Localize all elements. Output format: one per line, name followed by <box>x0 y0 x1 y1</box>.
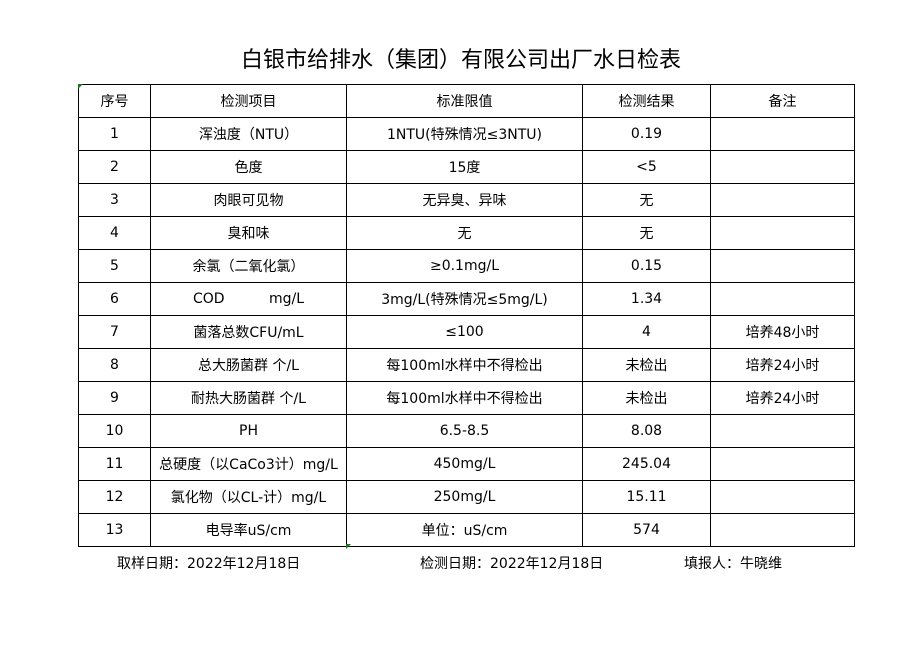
cell-remark <box>710 513 855 547</box>
cell-index: 9 <box>78 381 151 415</box>
cell-remark <box>710 282 855 316</box>
cell-remark <box>710 150 855 184</box>
cell-standard: ≤100 <box>346 315 583 349</box>
cell-index: 11 <box>78 447 151 481</box>
cell-remark <box>710 447 855 481</box>
cell-standard: 单位：uS/cm <box>346 513 583 547</box>
cell-result: 574 <box>582 513 711 547</box>
cell-item: 耐热大肠菌群 个/L <box>150 381 347 415</box>
page-title: 白银市给排水（集团）有限公司出厂水日检表 <box>240 48 681 73</box>
table-row: 5 余氯（二氧化氯） ≥0.1mg/L 0.15 <box>78 249 855 283</box>
cell-remark <box>710 480 855 514</box>
cell-index: 12 <box>78 480 151 514</box>
cell-remark <box>710 117 855 151</box>
table-header-row: 序号 检测项目 标准限值 检测结果 备注 <box>78 84 855 118</box>
cell-standard: 每100ml水样中不得检出 <box>346 348 583 382</box>
cell-index: 4 <box>78 216 151 250</box>
cell-item: 余氯（二氧化氯） <box>150 249 347 283</box>
table-row: 6 COD mg/L 3mg/L(特殊情况≤5mg/L) 1.34 <box>78 282 855 316</box>
cell-index: 3 <box>78 183 151 217</box>
cell-index: 5 <box>78 249 151 283</box>
cell-index: 2 <box>78 150 151 184</box>
cell-standard: 无 <box>346 216 583 250</box>
header-item: 检测项目 <box>150 84 347 118</box>
cell-standard: 450mg/L <box>346 447 583 481</box>
cell-item: 色度 <box>150 150 347 184</box>
cell-result: 无 <box>582 216 711 250</box>
cell-index: 6 <box>78 282 151 316</box>
cell-item: 浑浊度（NTU） <box>150 117 347 151</box>
table-row: 13 电导率uS/cm 单位：uS/cm 574 <box>78 513 855 547</box>
table-row: 4 臭和味无无 <box>78 216 855 250</box>
header-result: 检测结果 <box>582 84 711 118</box>
table-row: 10 PH 6.5-8.5 8.08 <box>78 414 855 448</box>
cell-item: PH <box>150 414 347 448</box>
cell-standard: 3mg/L(特殊情况≤5mg/L) <box>346 282 583 316</box>
cell-result: 15.11 <box>582 480 711 514</box>
cell-result: <5 <box>582 150 711 184</box>
cell-item: 总硬度（以CaCo3计）mg/L <box>150 447 347 481</box>
cell-standard: ≥0.1mg/L <box>346 249 583 283</box>
cell-index: 8 <box>78 348 151 382</box>
header-remark: 备注 <box>710 84 855 118</box>
table-row: 7 菌落总数CFU/mL ≤100 4 培养48小时 <box>78 315 855 349</box>
cell-item: 氯化物（以CL-计）mg/L <box>150 480 347 514</box>
cell-marker <box>78 84 83 89</box>
cell-result: 未检出 <box>582 381 711 415</box>
cell-standard: 1NTU(特殊情况≤3NTU) <box>346 117 583 151</box>
cell-remark <box>710 216 855 250</box>
cell-remark <box>710 183 855 217</box>
table-row: 8 总大肠菌群 个/L 每100ml水样中不得检出 未检出 培养24小时 <box>78 348 855 382</box>
cell-item: COD mg/L <box>150 282 347 316</box>
inspection-table: 序号 检测项目 标准限值 检测结果 备注 1 浑浊度（NTU） 1NTU(特殊情况≤3NTU… <box>78 84 855 547</box>
test-date: 检测日期：2022年12月18日 <box>420 556 604 572</box>
cell-result: 8.08 <box>582 414 711 448</box>
cell-result: 无 <box>582 183 711 217</box>
cell-standard: 无异臭、异味 <box>346 183 583 217</box>
reporter: 填报人：牛晓维 <box>684 556 782 572</box>
table-row: 12 氯化物（以CL-计）mg/L 250mg/L 15.11 <box>78 480 855 514</box>
cell-remark <box>710 414 855 448</box>
cell-marker <box>346 544 351 549</box>
cell-standard: 每100ml水样中不得检出 <box>346 381 583 415</box>
cell-result: 未检出 <box>582 348 711 382</box>
cell-index: 1 <box>78 117 151 151</box>
cell-index: 7 <box>78 315 151 349</box>
cell-remark: 培养24小时 <box>710 348 855 382</box>
cell-result: 0.15 <box>582 249 711 283</box>
cell-item: 电导率uS/cm <box>150 513 347 547</box>
cell-item: 总大肠菌群 个/L <box>150 348 347 382</box>
cell-index: 10 <box>78 414 151 448</box>
cell-item: 臭和味 <box>150 216 347 250</box>
cell-result: 245.04 <box>582 447 711 481</box>
sampling-date: 取样日期：2022年12月18日 <box>117 556 301 572</box>
cell-standard: 6.5-8.5 <box>346 414 583 448</box>
cell-result: 4 <box>582 315 711 349</box>
cell-remark <box>710 249 855 283</box>
cell-standard: 250mg/L <box>346 480 583 514</box>
header-index: 序号 <box>78 84 151 118</box>
header-standard: 标准限值 <box>346 84 583 118</box>
cell-item: 菌落总数CFU/mL <box>150 315 347 349</box>
cell-result: 0.19 <box>582 117 711 151</box>
cell-item: 肉眼可见物 <box>150 183 347 217</box>
cell-remark: 培养24小时 <box>710 381 855 415</box>
cell-remark: 培养48小时 <box>710 315 855 349</box>
cell-index: 13 <box>78 513 151 547</box>
table-row: 9 耐热大肠菌群 个/L 每100ml水样中不得检出 未检出 培养24小时 <box>78 381 855 415</box>
table-row: 11 总硬度（以CaCo3计）mg/L 450mg/L 245.04 <box>78 447 855 481</box>
cell-result: 1.34 <box>582 282 711 316</box>
table-row: 1 浑浊度（NTU） 1NTU(特殊情况≤3NTU) 0.19 <box>78 117 855 151</box>
table-row: 2 色度 15度 <5 <box>78 150 855 184</box>
cell-standard: 15度 <box>346 150 583 184</box>
table-row: 3 肉眼可见物 无异臭、异味无 <box>78 183 855 217</box>
